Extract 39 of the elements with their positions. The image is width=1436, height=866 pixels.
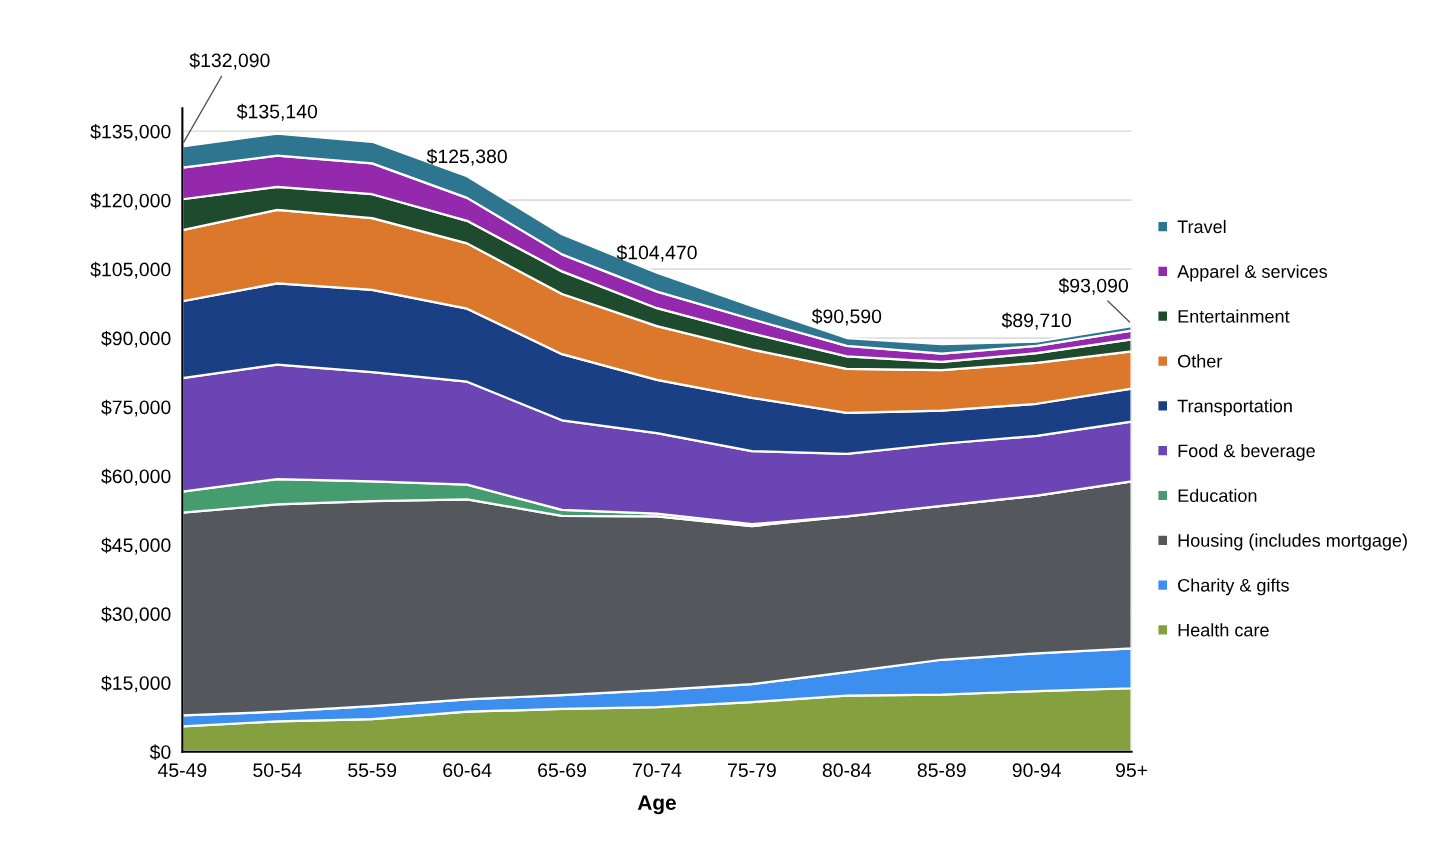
legend-label: Transportation bbox=[1177, 399, 1292, 416]
annotation: $104,470 bbox=[616, 244, 697, 262]
x-axis-title: Age bbox=[637, 795, 676, 815]
annotation: $125,380 bbox=[426, 148, 507, 166]
legend-label: Apparel & services bbox=[1177, 264, 1328, 282]
y-tick-label: $120,000 bbox=[90, 192, 171, 210]
y-tick-label: $15,000 bbox=[101, 675, 171, 693]
x-tick-label: 85-89 bbox=[917, 763, 966, 778]
legend-label: Travel bbox=[1177, 219, 1226, 234]
legend-label: Other bbox=[1178, 354, 1223, 368]
x-tick-label: 65-69 bbox=[538, 763, 586, 778]
x-tick-label: 50-54 bbox=[253, 763, 302, 778]
annotation: $90,590 bbox=[811, 308, 882, 326]
annotation: $132,090 bbox=[189, 52, 270, 70]
legend-label: Charity & gifts bbox=[1178, 578, 1289, 596]
y-tick-label: $75,000 bbox=[101, 399, 171, 417]
x-tick-label: 70-74 bbox=[633, 763, 682, 778]
x-tick-label: 55-59 bbox=[348, 763, 397, 778]
y-tick-label: $45,000 bbox=[101, 537, 171, 555]
x-tick-label: 60-64 bbox=[443, 763, 492, 778]
x-tick-label: 75-79 bbox=[728, 763, 776, 778]
legend-label: Housing (includes mortgage) bbox=[1178, 533, 1407, 551]
legend-label: Education bbox=[1178, 488, 1257, 503]
y-tick-label: $135,000 bbox=[90, 123, 171, 141]
x-tick-label: 95+ bbox=[1115, 763, 1148, 778]
y-tick-label: $90,000 bbox=[101, 330, 171, 348]
y-tick-label: $105,000 bbox=[90, 261, 171, 279]
x-tick-label: 80-84 bbox=[822, 763, 872, 778]
x-tick-label: 45-49 bbox=[157, 763, 207, 778]
x-tick-label: 90-94 bbox=[1012, 763, 1061, 778]
legend-label: Health care bbox=[1178, 623, 1269, 637]
annotation: $135,140 bbox=[236, 103, 318, 121]
annotation: $93,090 bbox=[1058, 277, 1128, 295]
y-tick-label: $60,000 bbox=[101, 468, 171, 486]
y-tick-label: $0 bbox=[149, 744, 171, 761]
legend-label: Entertainment bbox=[1178, 309, 1290, 323]
legend-label: Food & beverage bbox=[1178, 443, 1315, 461]
annotation: $89,710 bbox=[1001, 312, 1072, 330]
y-tick-label: $30,000 bbox=[101, 606, 171, 624]
